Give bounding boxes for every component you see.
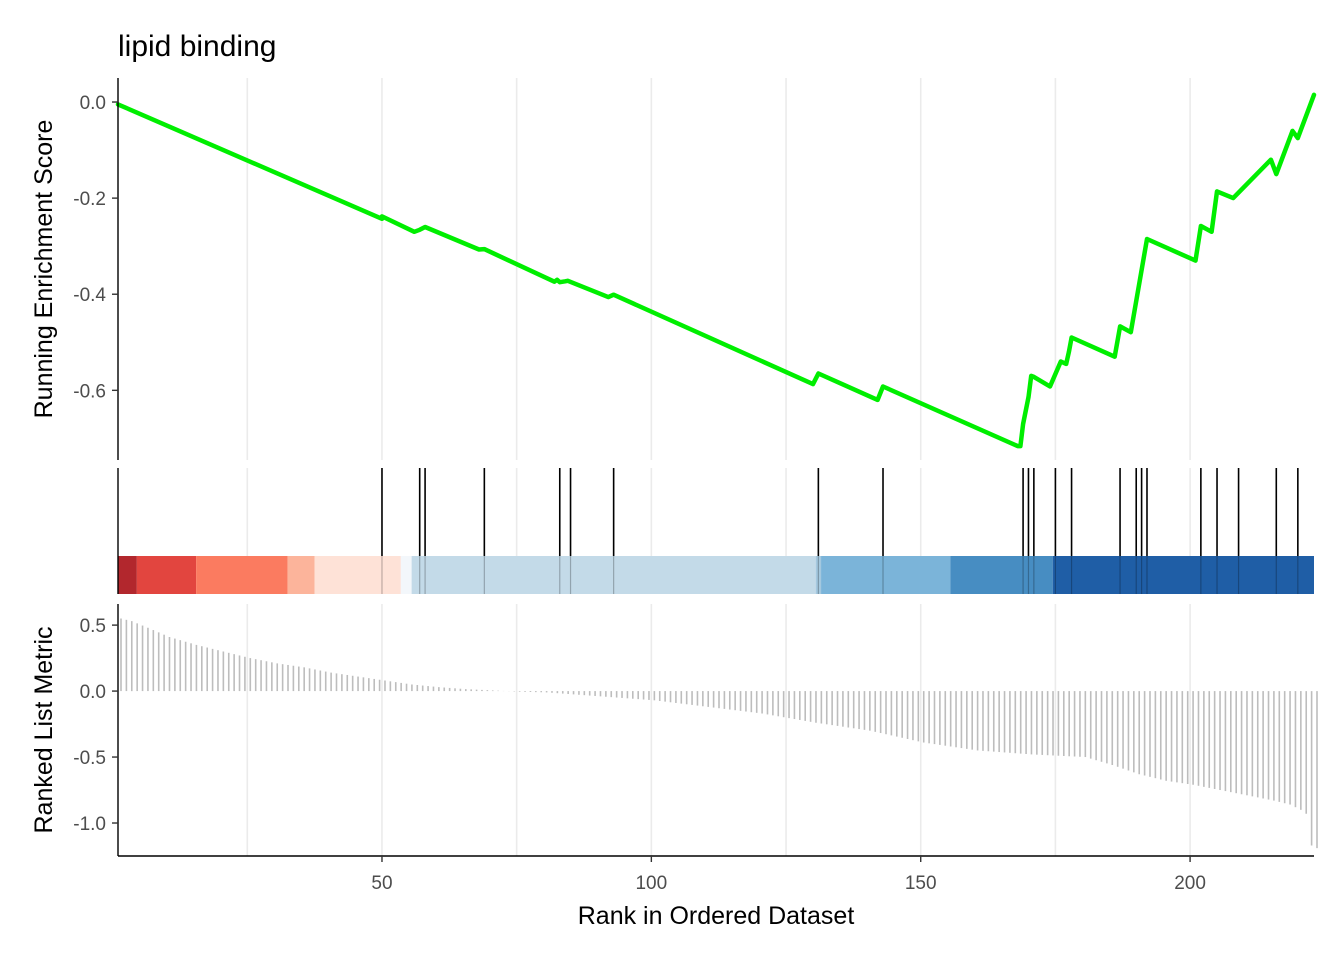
es-y-axis-title: Running Enrichment Score [30, 120, 58, 419]
rm-y-axis-title: Ranked List Metric [30, 626, 58, 833]
color-band [1052, 556, 1314, 594]
x-tick-label: 50 [371, 873, 392, 894]
es-y-tick-label: 0.0 [80, 93, 106, 114]
x-axis-title: Rank in Ordered Dataset [578, 902, 855, 930]
x-tick-label: 150 [905, 873, 937, 894]
chart-title: lipid binding [118, 30, 276, 63]
es-gridlines [246, 78, 1191, 460]
rm-y-tick-label: 0.0 [80, 682, 106, 703]
es-y-axis: 0.0 -0.2 -0.4 -0.6 [73, 78, 119, 460]
color-band [196, 556, 288, 594]
rm-y-tick-label: -1.0 [73, 814, 106, 835]
color-band [950, 556, 1053, 594]
enrichment-score-line [115, 92, 1317, 449]
enrichment-score-panel: 0.0 -0.2 -0.4 -0.6 Running Enrichment Score [30, 78, 1317, 460]
color-band [287, 556, 315, 594]
es-y-tick-label: -0.2 [73, 189, 106, 210]
rm-y-tick-label: -0.5 [73, 748, 106, 769]
x-axis: 50 100 150 200 [118, 855, 1314, 894]
ranked-metric-panel: 0.5 0.0 -0.5 -1.0 Ranked List Metric 50 100 1… [30, 604, 1318, 930]
color-band [314, 556, 401, 594]
x-tick-label: 200 [1174, 873, 1206, 894]
rank-color-bar [118, 556, 1314, 594]
rm-y-tick-label: 0.5 [80, 616, 106, 637]
color-band [815, 556, 822, 594]
es-y-tick-label: -0.4 [73, 285, 106, 306]
color-band [118, 556, 137, 594]
ranked-metric-bars [120, 618, 1318, 849]
gene-hits-panel [117, 468, 1314, 594]
color-band [411, 556, 816, 594]
rm-gridlines [246, 604, 1191, 856]
hit-markers [381, 468, 1299, 594]
color-band [821, 556, 951, 594]
x-tick-label: 100 [635, 873, 667, 894]
color-band [400, 556, 412, 594]
es-y-tick-label: -0.6 [73, 381, 106, 402]
rm-y-axis: 0.5 0.0 -0.5 -1.0 [73, 604, 119, 856]
hits-gridlines [246, 468, 1191, 556]
color-band [136, 556, 197, 594]
